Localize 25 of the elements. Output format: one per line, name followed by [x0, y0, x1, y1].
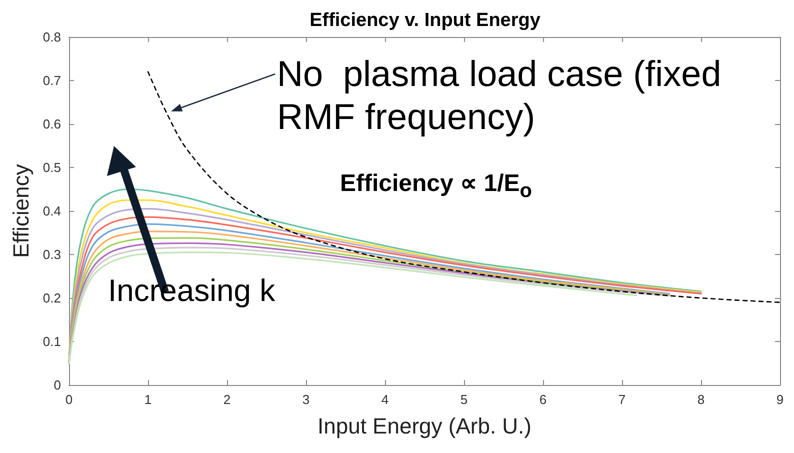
x-tick-label: 4 [381, 392, 389, 407]
y-tick-label: 0.6 [42, 116, 61, 132]
x-axis-title: Input Energy (Arb. U.) [318, 414, 532, 438]
x-tick-label: 8 [697, 392, 705, 407]
x-tick-label: 3 [302, 392, 310, 407]
x-tick-label: 5 [460, 392, 468, 407]
y-tick-label: 0.5 [42, 160, 61, 175]
annotation: Efficiency ∝ 1/E$_{o}$ [340, 170, 533, 203]
y-tick-label: 0.4 [42, 204, 61, 218]
y-tick-label: 0.3 [42, 247, 61, 262]
x-tick-label: 9 [776, 392, 784, 407]
y-tick-label: 0.7 [42, 73, 61, 88]
chart-title: Efficiency v. Input Energy [310, 10, 541, 31]
y-tick-label: 0.1 [42, 334, 61, 349]
x-tick-label: 2 [223, 392, 231, 407]
annotation: Increasing k [108, 272, 276, 310]
y-tick-label: 0.2 [42, 290, 61, 306]
y-tick-label: 0.8 [42, 30, 61, 44]
y-tick-label: 0 [54, 378, 61, 392]
x-tick-label: 7 [618, 392, 626, 407]
x-tick-label: 0 [65, 392, 73, 407]
y-axis-title: Efficiency [8, 164, 34, 258]
annotation: No plasma load case (fixed RMF frequency) [277, 52, 722, 138]
x-tick-label: 6 [539, 392, 547, 407]
x-tick-label: 1 [144, 392, 152, 407]
